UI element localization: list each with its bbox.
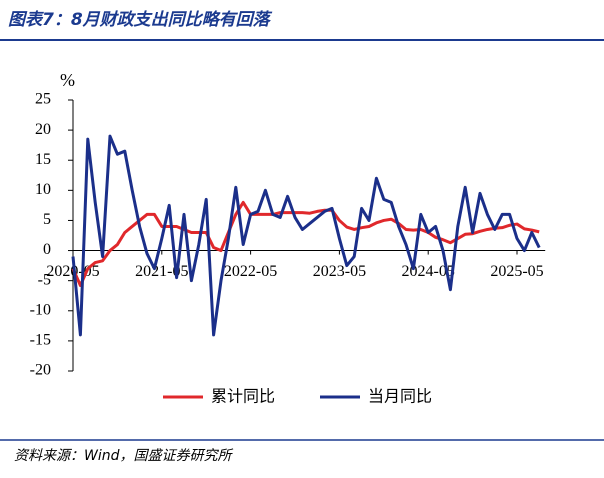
y-tick-label: 20 [35, 121, 51, 138]
x-tick-label: 2021-05 [135, 263, 188, 280]
line [71, 200, 540, 287]
y-tick-label: 0 [43, 241, 51, 258]
y-tick-label: 15 [35, 151, 51, 168]
x-tick-label: 2022-05 [224, 263, 277, 280]
line [71, 134, 541, 337]
y-tick-label: 10 [35, 181, 51, 198]
legend-label: 当月同比 [368, 387, 432, 406]
x-tick-label: 2023-05 [313, 263, 366, 280]
x-tick-label: 2025-05 [490, 263, 543, 280]
y-tick-label: -20 [30, 362, 51, 379]
y-tick-label: 25 [35, 91, 51, 108]
legend-label: 累计同比 [211, 387, 275, 406]
title: 图表7：8月财政支出同比略有回落 [8, 10, 273, 30]
y-label: % [60, 70, 75, 90]
y-tick-label: -10 [30, 301, 51, 318]
source: 资料来源：Wind，国盛证券研究所 [14, 448, 233, 464]
y-tick-label: 5 [43, 211, 51, 228]
y-tick-label: -5 [38, 271, 51, 288]
y-tick-label: -15 [30, 332, 51, 349]
